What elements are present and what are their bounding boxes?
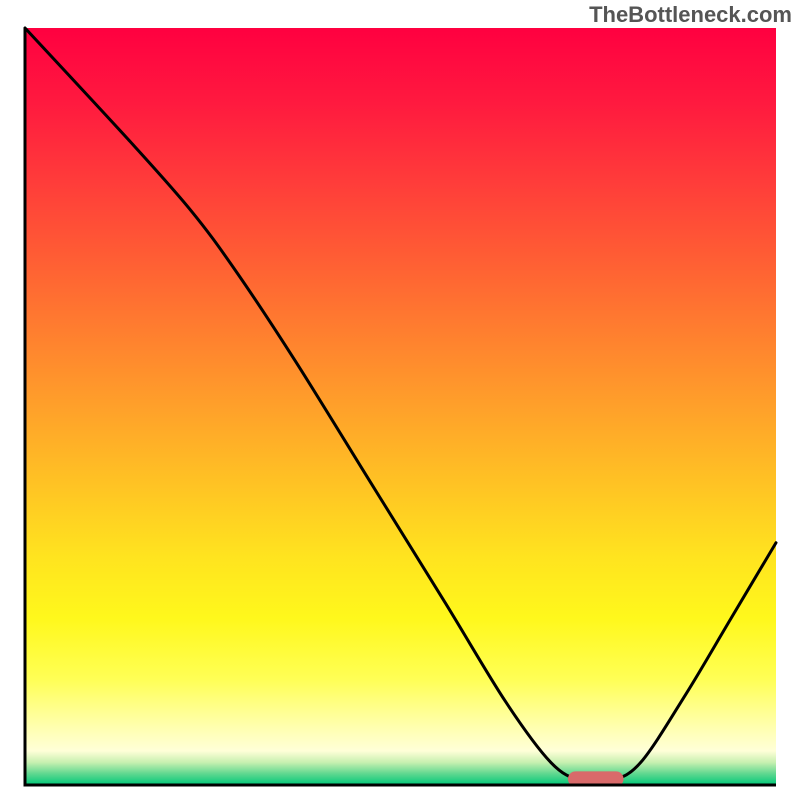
chart-canvas <box>0 0 800 800</box>
attribution-label: TheBottleneck.com <box>589 2 792 28</box>
plot-background <box>25 28 776 785</box>
bottleneck-chart: TheBottleneck.com <box>0 0 800 800</box>
